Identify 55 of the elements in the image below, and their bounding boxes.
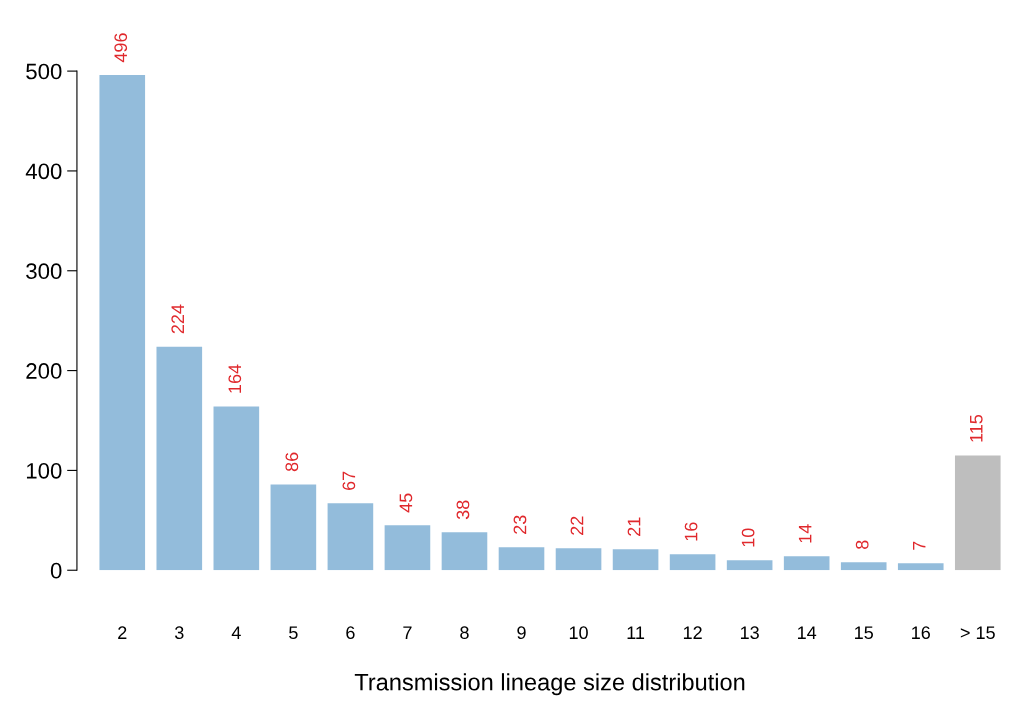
- bar: [156, 346, 203, 571]
- x-axis-title: Transmission lineage size distribution: [354, 673, 745, 696]
- data-label: 23: [513, 515, 527, 534]
- data-label: 67: [342, 471, 356, 490]
- x-tick-label: 5: [289, 626, 298, 640]
- x-tick-label: 4: [231, 626, 241, 639]
- x-tick-label: 10: [569, 626, 588, 640]
- x-tick-label: 16: [912, 626, 930, 640]
- data-label: 45: [399, 493, 413, 513]
- data-label: 496: [114, 33, 128, 63]
- x-tick-label: 11: [627, 626, 645, 639]
- bar: [213, 406, 260, 571]
- y-tick-label: 500: [26, 63, 62, 80]
- y-tick-label: 400: [25, 163, 62, 180]
- bar: [270, 484, 317, 571]
- bar: [783, 556, 830, 571]
- x-tick-label: 12: [683, 626, 702, 639]
- data-label: 21: [627, 517, 641, 536]
- data-label: 10: [741, 528, 755, 547]
- bar: [99, 75, 146, 571]
- x-tick-label: 15: [855, 626, 873, 640]
- x-tick-label: 6: [346, 626, 355, 640]
- x-tick-label: 2: [118, 626, 127, 639]
- bar: [897, 563, 944, 571]
- bar: [840, 562, 887, 571]
- x-tick-label: 7: [403, 626, 412, 639]
- y-tick-label: 0: [50, 562, 62, 579]
- x-tick-label: 3: [174, 626, 184, 640]
- y-tick-label: 200: [26, 363, 62, 379]
- bar: [612, 549, 659, 571]
- data-label: 38: [456, 500, 470, 520]
- data-label: 86: [285, 452, 299, 472]
- data-label: 7: [912, 541, 926, 550]
- y-tick-label: 300: [26, 263, 62, 280]
- x-tick-label: 14: [798, 626, 817, 639]
- bar: [498, 547, 545, 571]
- y-tick-label: 100: [26, 462, 62, 479]
- bar: [384, 525, 431, 571]
- bar: [327, 503, 374, 571]
- x-tick-label: 13: [740, 626, 759, 640]
- data-label: 14: [798, 524, 812, 543]
- bar: [555, 548, 602, 571]
- bar: [954, 455, 1001, 571]
- data-label: 22: [570, 516, 584, 535]
- data-label: 8: [855, 540, 869, 549]
- data-label: 16: [684, 522, 698, 541]
- bar: [726, 560, 773, 571]
- x-tick-label: 8: [460, 626, 469, 640]
- data-label: 115: [970, 414, 983, 442]
- bar: [441, 532, 488, 571]
- x-tick-label: > 15: [960, 626, 995, 640]
- data-label: 224: [171, 304, 184, 334]
- x-tick-label: 9: [517, 626, 526, 640]
- data-label: 164: [228, 364, 242, 393]
- bar: [669, 554, 716, 571]
